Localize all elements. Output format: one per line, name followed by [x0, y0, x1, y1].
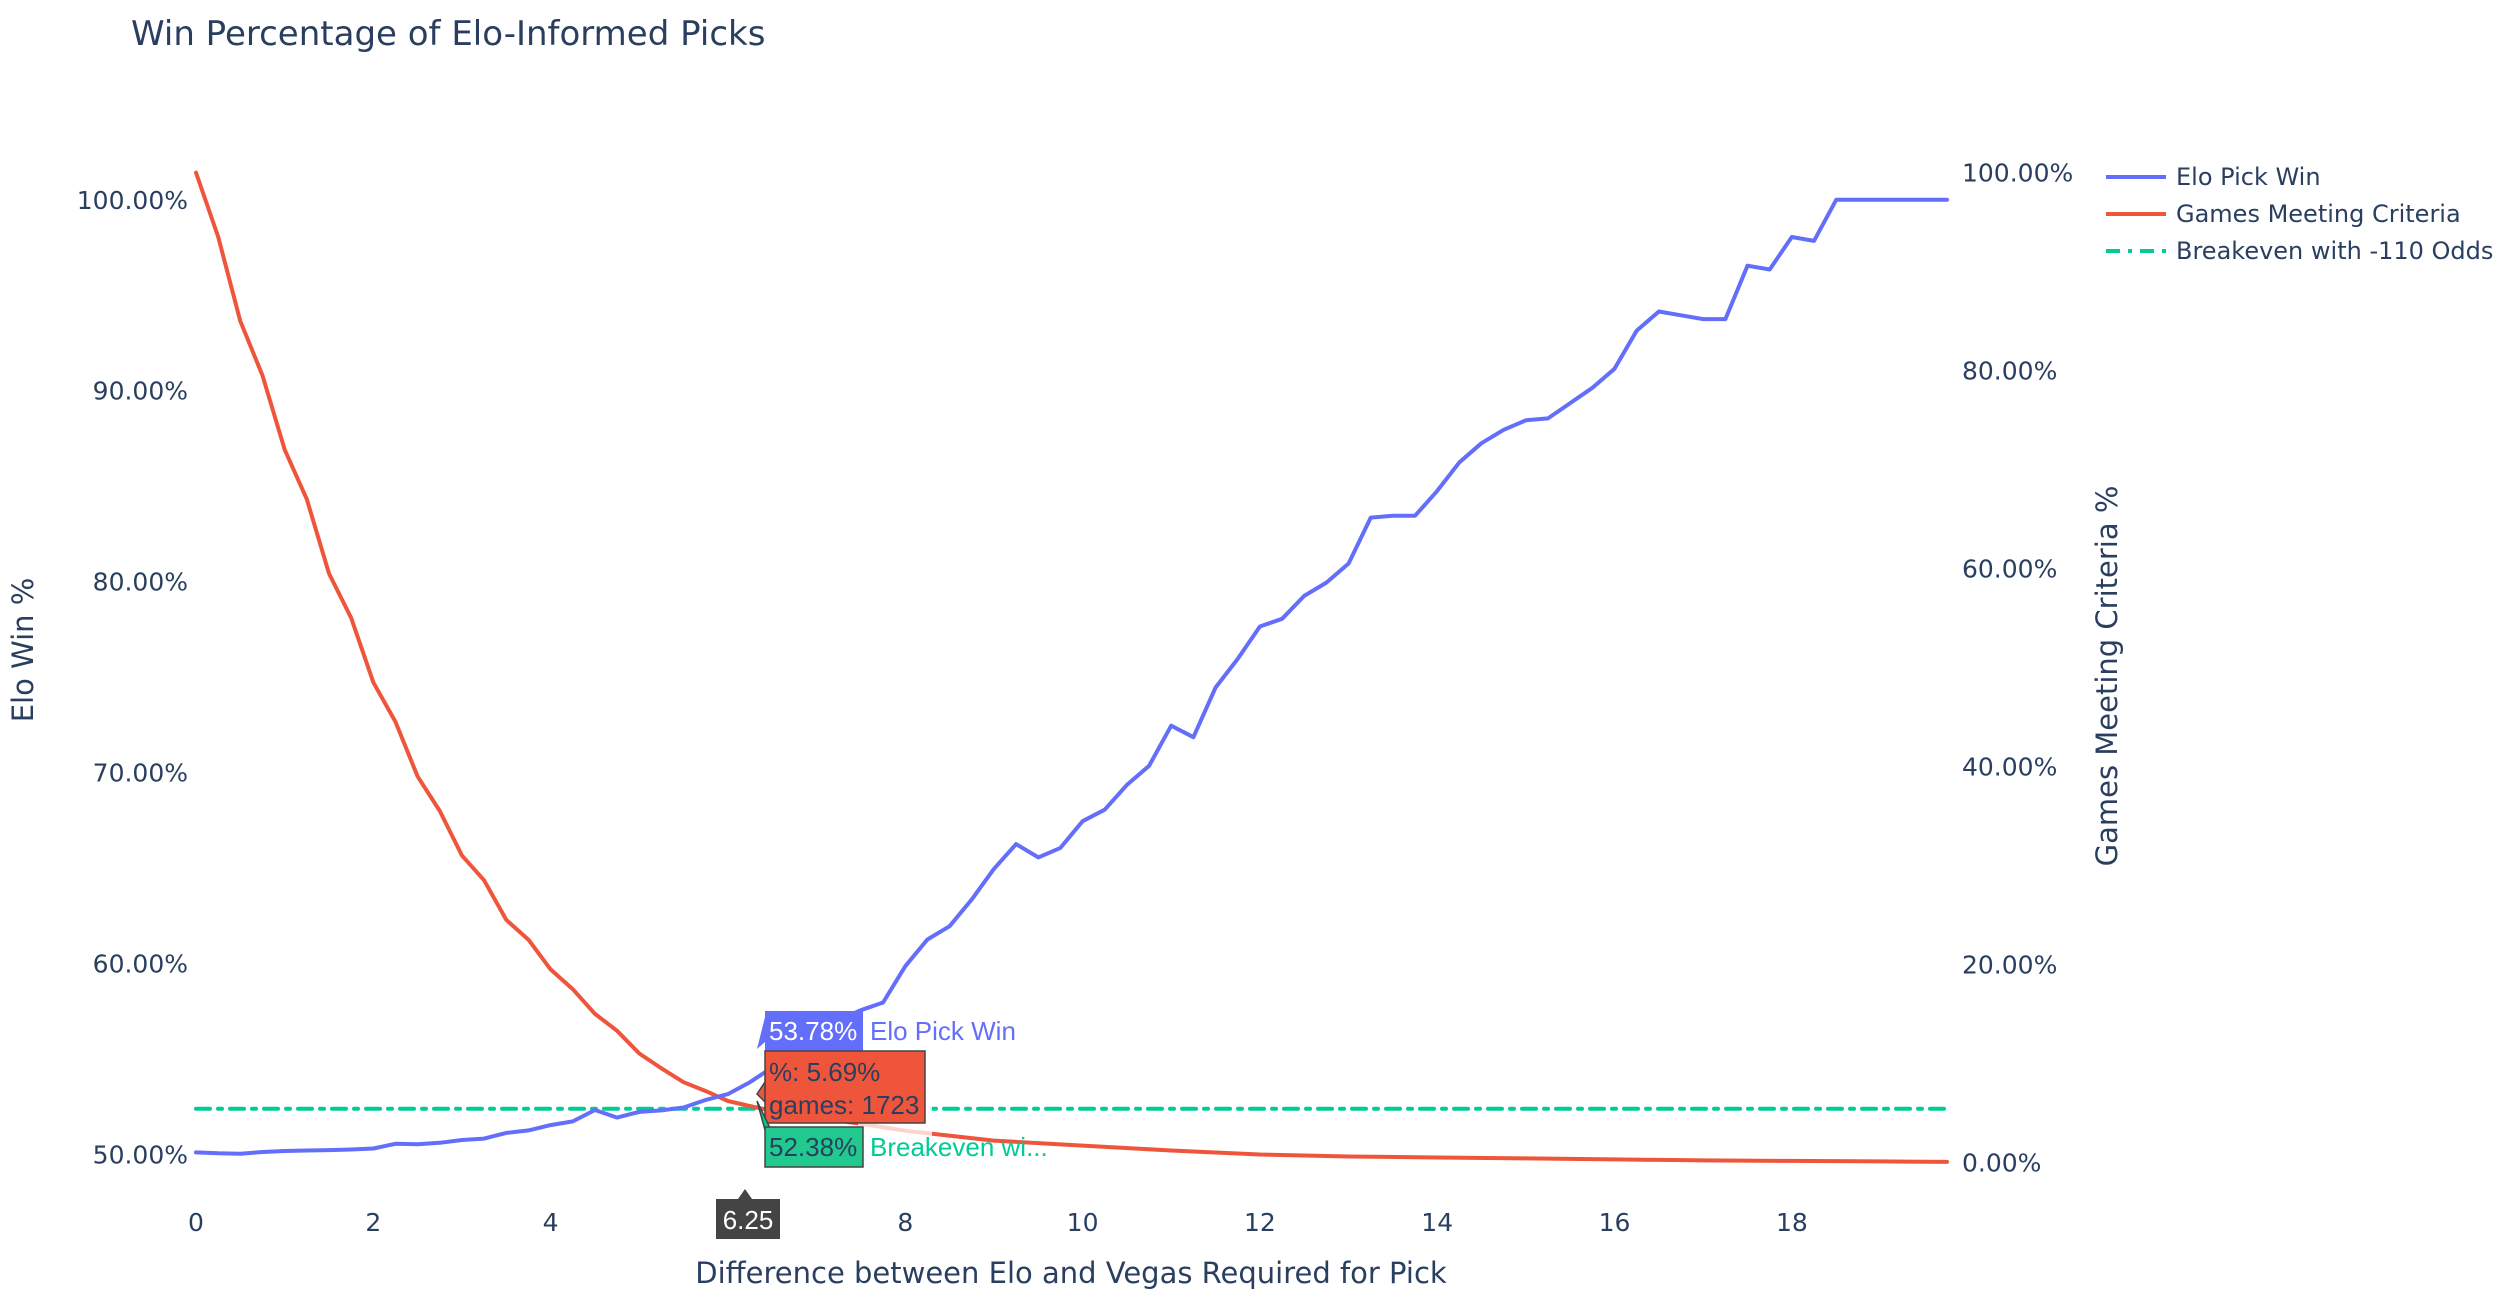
y-tick-label: 50.00% [93, 1140, 188, 1169]
x-axis-ticks: 024681012141618 [188, 1208, 1808, 1237]
games-hover-line1: %: 5.69% [769, 1057, 880, 1087]
y2-axis-title: Games Meeting Criteria % [2090, 486, 2124, 867]
legend-entry-label: Games Meeting Criteria [2176, 200, 2461, 228]
y-tick-label: 80.00% [93, 568, 188, 597]
breakeven-hover-series: Breakeven wi... [870, 1132, 1048, 1162]
elo-hover-value: 53.78% [769, 1016, 857, 1046]
elo-hover-pointer [757, 1017, 765, 1049]
hover-tooltips: 6.25 53.78% Elo Pick Win %: 5.69% games:… [716, 1011, 1048, 1239]
y-axis-title: Elo Win % [6, 578, 40, 723]
y-tick-label: 90.00% [93, 377, 188, 406]
y2-axis-ticks: 0.00% 20.00% 40.00% 60.00% 80.00% 100.00% [1962, 159, 2073, 1178]
y-tick-label: 100.00% [77, 186, 188, 215]
games-hover-line2: games: 1723 [769, 1090, 919, 1120]
y2-tick-label: 100.00% [1962, 159, 2073, 188]
x-tick-label: 4 [543, 1208, 559, 1237]
y2-tick-label: 40.00% [1962, 752, 2057, 781]
x-axis-title: Difference between Elo and Vegas Require… [695, 1256, 1447, 1290]
x-tick-label: 16 [1599, 1208, 1631, 1237]
x-tick-label: 2 [365, 1208, 381, 1237]
series-line-0 [194, 197, 1949, 1156]
elo-hover-series: Elo Pick Win [870, 1016, 1016, 1046]
x-tick-label: 14 [1421, 1208, 1453, 1237]
x-tick-label: 12 [1244, 1208, 1276, 1237]
series-line-1 [194, 170, 1949, 1164]
x-tick-label: 8 [897, 1208, 913, 1237]
x-tick-label: 18 [1776, 1208, 1808, 1237]
y2-tick-label: 20.00% [1962, 950, 2057, 979]
x-tick-label: 0 [188, 1208, 204, 1237]
y2-tick-label: 60.00% [1962, 555, 2057, 584]
breakeven-hover-box [764, 1126, 864, 1168]
legend-entry-label: Breakeven with -110 Odds [2176, 237, 2493, 265]
hover-x-box [716, 1199, 780, 1239]
hover-x-marker [738, 1189, 752, 1199]
breakeven-hover-value: 52.38% [769, 1132, 857, 1162]
y2-tick-label: 0.00% [1962, 1148, 2041, 1177]
x-tick-label: 10 [1067, 1208, 1099, 1237]
elo-hover-box [765, 1011, 863, 1051]
legend-entry-label: Elo Pick Win [2176, 163, 2321, 191]
games-hover-pointer [756, 1079, 766, 1104]
y-tick-label: 70.00% [93, 758, 188, 787]
y-tick-label: 60.00% [93, 949, 188, 978]
hover-x-label: 6.25 [723, 1205, 774, 1235]
games-hover-box [764, 1050, 926, 1124]
y2-tick-label: 80.00% [1962, 357, 2057, 386]
legend: Elo Pick Win Games Meeting Criteria Breake… [2106, 163, 2493, 265]
y-axis-ticks: 50.00% 60.00% 70.00% 80.00% 90.00% 100.00% [77, 186, 188, 1169]
chart-title: Win Percentage of Elo-Informed Picks [131, 14, 765, 54]
plot-area [194, 170, 1949, 1164]
